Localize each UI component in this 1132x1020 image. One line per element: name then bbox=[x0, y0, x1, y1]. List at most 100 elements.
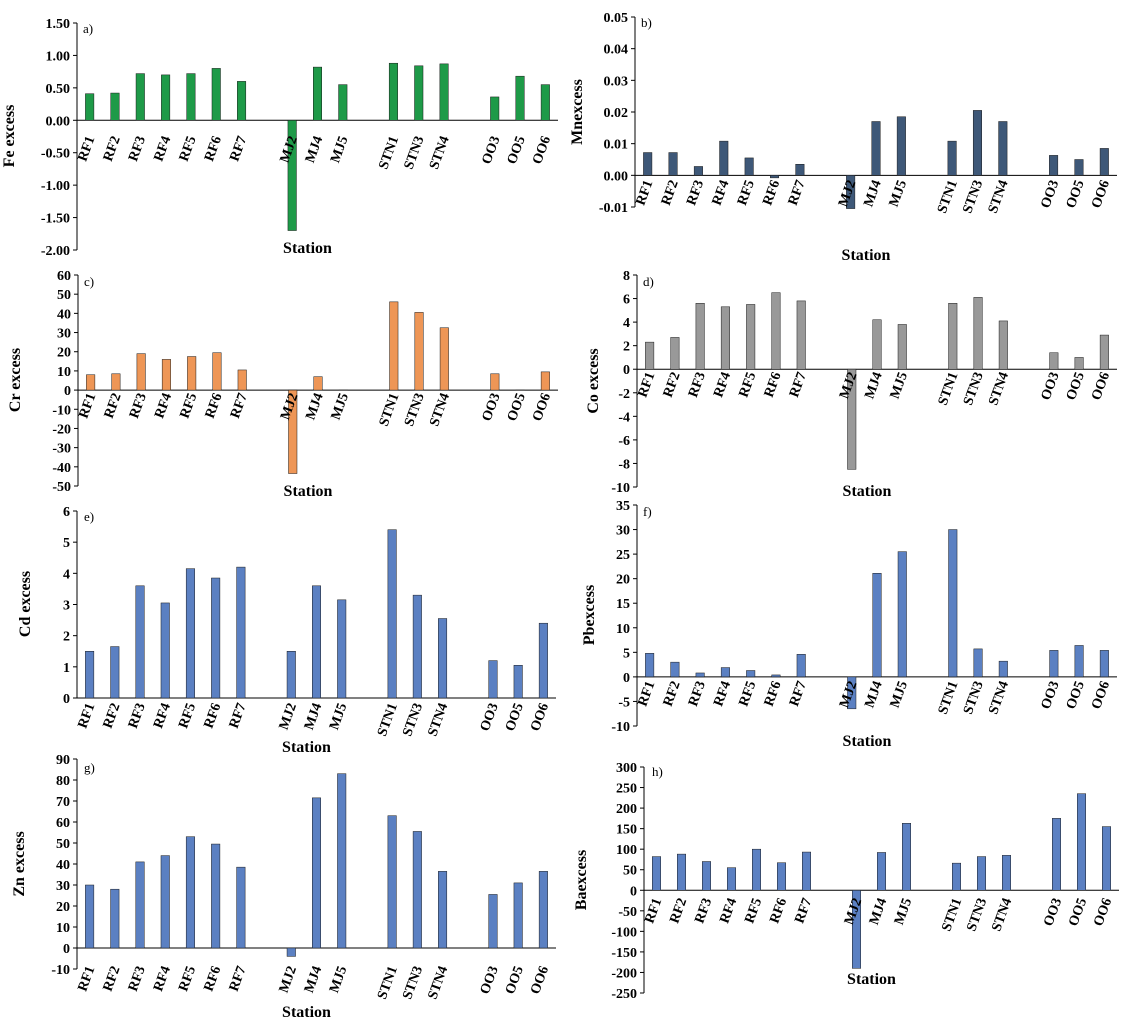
x-tick-label: OO6 bbox=[528, 701, 552, 733]
x-tick-label: RF7 bbox=[228, 391, 251, 420]
bar-oo6 bbox=[1102, 826, 1111, 891]
bar-rf4 bbox=[160, 855, 170, 949]
bar-rf1 bbox=[645, 341, 655, 370]
y-tick-label: -30 bbox=[52, 442, 71, 457]
x-tick-label: MJ2 bbox=[277, 701, 300, 732]
x-tick-label: RF4 bbox=[711, 679, 734, 708]
x-tick-label: STN3 bbox=[402, 391, 428, 428]
bar-stn1 bbox=[387, 815, 397, 949]
y-tick-label: -2.00 bbox=[41, 244, 70, 259]
y-tick-label: 1.00 bbox=[46, 49, 71, 64]
bar-mj4 bbox=[872, 573, 882, 678]
x-tick-label: STN1 bbox=[375, 964, 401, 1001]
y-tick-label: -8 bbox=[618, 457, 630, 472]
chart-panel-h: -250 -200 -150 -100 -50 0 50 100 150 200 250 300 RF1… bbox=[573, 761, 1119, 1002]
bar-stn4 bbox=[438, 618, 448, 699]
x-tick-label: STN1 bbox=[377, 391, 403, 428]
y-tick-label: 2 bbox=[623, 340, 630, 355]
x-tick-label: RF5 bbox=[176, 964, 199, 993]
bar-mj5 bbox=[897, 551, 907, 678]
y-tick-label: -20 bbox=[52, 422, 71, 437]
bar-rf2 bbox=[670, 337, 680, 370]
bar-oo5 bbox=[515, 75, 525, 121]
y-tick-label: 0.02 bbox=[604, 106, 629, 121]
x-tick-label: OO5 bbox=[503, 701, 527, 733]
x-axis-title: Station bbox=[843, 483, 892, 500]
y-tick-label: -50 bbox=[618, 905, 637, 920]
bar-mj2 bbox=[286, 651, 296, 699]
x-tick-label: RF7 bbox=[227, 701, 250, 730]
y-tick-label: 25 bbox=[616, 548, 630, 563]
bar-mj2 bbox=[846, 175, 856, 209]
x-tick-label: STN1 bbox=[375, 701, 401, 738]
y-tick-label: -100 bbox=[611, 925, 637, 940]
x-tick-label: OO5 bbox=[1066, 896, 1090, 928]
bar-stn4 bbox=[439, 327, 449, 391]
x-tick-label: MJ5 bbox=[887, 178, 910, 209]
x-tick-label: STN4 bbox=[986, 178, 1012, 215]
bar-rf3 bbox=[693, 166, 703, 176]
y-tick-label: 20 bbox=[616, 573, 630, 588]
x-tick-label: OO3 bbox=[1038, 178, 1062, 210]
bar-rf3 bbox=[695, 672, 705, 678]
bar-mj2 bbox=[286, 947, 296, 957]
bar-rf6 bbox=[770, 175, 780, 179]
bar-rf5 bbox=[185, 836, 195, 949]
bar-oo3 bbox=[1052, 818, 1061, 891]
y-tick-label: 150 bbox=[616, 823, 637, 838]
x-tick-label: RF5 bbox=[737, 679, 760, 708]
x-tick-label: STN1 bbox=[935, 178, 961, 215]
bar-rf2 bbox=[110, 646, 120, 699]
y-tick-label: 50 bbox=[56, 837, 70, 852]
x-tick-label: RF3 bbox=[692, 896, 715, 925]
y-tick-label: 0 bbox=[64, 384, 71, 399]
bar-rf6 bbox=[771, 674, 781, 678]
bar-mj2 bbox=[847, 368, 857, 470]
y-tick-label: -10 bbox=[52, 403, 71, 418]
x-tick-label: OO3 bbox=[1039, 370, 1063, 402]
bar-oo3 bbox=[1049, 650, 1059, 678]
bar-rf4 bbox=[727, 867, 736, 891]
y-tick-label: -200 bbox=[611, 966, 637, 981]
x-tick-label: RF6 bbox=[762, 370, 785, 399]
x-tick-label: STN4 bbox=[426, 701, 452, 738]
bar-mj4 bbox=[871, 121, 881, 176]
bar-stn3 bbox=[414, 312, 424, 391]
bar-rf7 bbox=[236, 866, 246, 949]
bar-stn3 bbox=[973, 297, 983, 370]
bar-mj4 bbox=[312, 797, 321, 949]
bar-rf7 bbox=[795, 164, 805, 176]
bar-oo6 bbox=[1099, 334, 1109, 370]
panel-letter: d) bbox=[643, 274, 654, 289]
bar-mj5 bbox=[896, 116, 906, 176]
bar-stn3 bbox=[414, 65, 424, 121]
y-tick-label: 30 bbox=[57, 327, 71, 342]
bar-rf4 bbox=[720, 306, 730, 370]
x-axis-title: Station bbox=[282, 739, 331, 756]
y-axis-title: Fe excess bbox=[1, 105, 18, 168]
x-tick-label: STN1 bbox=[376, 134, 402, 171]
x-tick-label: RF2 bbox=[659, 178, 682, 207]
x-tick-label: OO6 bbox=[1089, 178, 1113, 210]
y-axis-title: Zn excess bbox=[11, 831, 28, 896]
x-tick-label: RF4 bbox=[710, 178, 733, 207]
y-tick-label: 5 bbox=[63, 536, 70, 551]
bar-stn3 bbox=[972, 110, 982, 176]
y-tick-label: 10 bbox=[616, 622, 630, 637]
x-tick-label: MJ4 bbox=[302, 701, 325, 732]
x-tick-label: MJ2 bbox=[836, 178, 859, 209]
y-tick-label: 2 bbox=[63, 630, 70, 645]
y-tick-label: 0.50 bbox=[46, 82, 71, 97]
x-tick-label: RF6 bbox=[760, 178, 783, 207]
bar-rf1 bbox=[645, 653, 655, 678]
bar-rf1 bbox=[643, 152, 653, 176]
y-tick-label: 4 bbox=[623, 316, 630, 331]
bar-stn4 bbox=[438, 871, 448, 949]
y-axis-title: Pbexcess bbox=[581, 585, 598, 645]
bar-rf5 bbox=[746, 670, 756, 678]
x-tick-label: MJ5 bbox=[888, 679, 911, 710]
x-tick-label: STN3 bbox=[400, 701, 426, 738]
x-tick-label: MJ2 bbox=[277, 964, 300, 995]
x-tick-label: STN4 bbox=[989, 896, 1015, 933]
